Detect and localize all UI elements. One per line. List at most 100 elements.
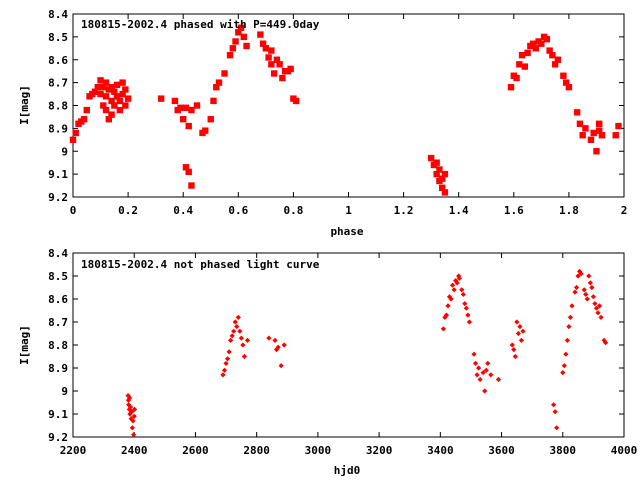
data-point	[569, 303, 575, 309]
data-point	[551, 61, 559, 68]
data-point	[94, 84, 101, 91]
data-points	[125, 268, 609, 438]
data-point	[576, 120, 584, 127]
data-point	[80, 116, 88, 123]
data-point	[287, 65, 294, 73]
x-tick-label: 2200	[60, 444, 87, 457]
x-tick-label: 0.2	[118, 204, 138, 217]
data-point	[581, 287, 587, 293]
data-point	[560, 72, 567, 79]
data-point	[221, 70, 228, 77]
data-point	[131, 432, 137, 438]
data-point	[516, 61, 523, 68]
data-point	[521, 63, 529, 70]
x-tick-label: 3400	[427, 444, 454, 457]
data-point	[514, 319, 520, 325]
data-point	[593, 305, 600, 311]
data-point	[265, 54, 272, 61]
y-tick-label: 9	[61, 385, 68, 398]
data-point	[220, 372, 226, 378]
data-point	[202, 127, 209, 134]
x-tick-label: 1.4	[449, 204, 469, 217]
data-point	[240, 33, 248, 41]
data-point	[472, 360, 479, 366]
data-point	[596, 303, 603, 309]
data-point	[562, 79, 570, 86]
data-point	[278, 363, 284, 369]
data-point	[276, 61, 283, 68]
x-axis-label: hjd0	[334, 464, 361, 477]
y-tick-label: 9.1	[48, 168, 68, 181]
data-point	[270, 70, 278, 77]
x-axis-label: phase	[330, 225, 363, 238]
data-point	[529, 40, 537, 47]
data-point	[441, 189, 449, 196]
data-point	[552, 409, 558, 415]
data-point	[583, 291, 589, 297]
data-point	[601, 337, 607, 343]
data-point	[180, 116, 187, 123]
data-points	[69, 24, 622, 196]
data-point	[237, 328, 243, 334]
x-tick-label: 1.6	[504, 204, 524, 217]
y-tick-label: 9.1	[48, 408, 68, 421]
data-point	[578, 271, 584, 277]
data-point	[240, 342, 246, 348]
data-point	[257, 31, 264, 38]
y-axis: 8.4 8.5 8.6 8.7 8.8 8.9 9 9.1 9.2	[48, 247, 624, 444]
data-point	[185, 122, 192, 130]
data-point	[111, 102, 118, 109]
data-point	[116, 106, 124, 114]
data-point	[108, 84, 115, 91]
data-point	[524, 49, 531, 57]
x-tick-label: 3200	[366, 444, 393, 457]
unphased-light-curve-panel: 8.4 8.5 8.6 8.7 8.8 8.9 9 9.1 9.2 2200 2400 2600 28…	[18, 247, 637, 477]
data-point	[127, 404, 134, 410]
data-point	[543, 35, 551, 43]
chart-title: 180815-2002.4 not phased light curve	[81, 258, 320, 271]
x-tick-label: 0.8	[283, 204, 303, 217]
data-point	[105, 116, 113, 123]
data-point	[471, 351, 477, 357]
data-point	[279, 74, 286, 82]
data-point	[438, 175, 446, 182]
data-point	[466, 319, 473, 325]
data-point	[515, 330, 521, 337]
data-point	[182, 164, 190, 171]
data-point	[228, 337, 234, 343]
data-point	[241, 353, 248, 360]
x-tick-label: 0.6	[228, 204, 248, 217]
data-point	[554, 425, 560, 431]
data-point	[102, 79, 110, 86]
data-point	[475, 365, 482, 371]
data-point	[226, 51, 234, 59]
data-point	[590, 129, 597, 137]
data-point	[538, 40, 545, 47]
x-tick-label: 3800	[550, 444, 577, 457]
y-axis-label: I[mag]	[18, 325, 31, 365]
y-tick-label: 8.6	[48, 293, 68, 306]
data-point	[272, 337, 278, 343]
data-point	[546, 47, 553, 54]
data-point	[128, 416, 134, 422]
data-point	[454, 280, 460, 286]
data-point	[460, 291, 466, 297]
x-tick-label: 3600	[488, 444, 515, 457]
data-point	[595, 310, 601, 316]
data-point	[223, 360, 229, 366]
data-point	[259, 40, 267, 47]
data-point	[488, 372, 494, 378]
data-point	[91, 88, 99, 95]
data-point	[229, 333, 235, 339]
y-tick-label: 8.9	[48, 122, 68, 135]
data-point	[127, 395, 133, 401]
data-point	[221, 367, 228, 373]
data-point	[238, 335, 244, 341]
data-point	[596, 120, 603, 127]
data-point	[560, 370, 566, 376]
data-point	[448, 296, 454, 302]
data-point	[185, 168, 192, 176]
data-point	[224, 356, 231, 362]
data-point	[232, 319, 238, 325]
